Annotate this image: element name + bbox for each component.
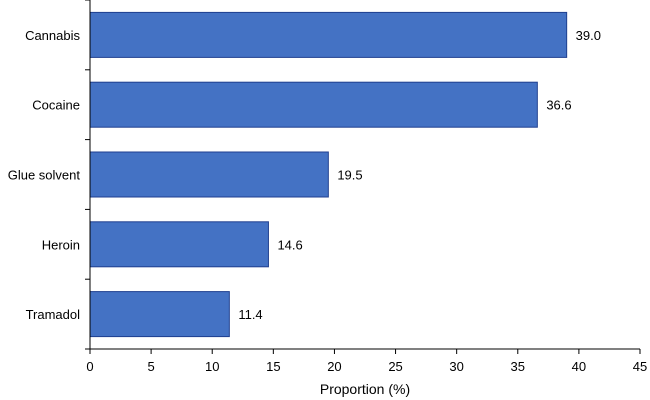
bar-glue-solvent (89, 151, 329, 198)
x-tick-label: 35 (511, 359, 525, 374)
x-tick-label: 15 (266, 359, 280, 374)
x-tick-label: 30 (449, 359, 463, 374)
category-label: Heroin (42, 237, 80, 252)
data-label: 14.6 (277, 237, 302, 252)
x-tick-label: 5 (147, 359, 154, 374)
bars (89, 11, 568, 338)
data-labels: 39.0 36.6 19.5 14.6 11.4 (238, 28, 601, 322)
bar-cannabis (89, 11, 568, 58)
x-axis-ticks: 0 5 10 15 20 25 30 35 40 45 (86, 349, 647, 374)
category-label: Cannabis (25, 28, 80, 43)
x-tick-label: 40 (572, 359, 586, 374)
data-label: 39.0 (576, 28, 601, 43)
x-axis-title: Proportion (%) (320, 381, 410, 397)
x-tick-label: 10 (205, 359, 219, 374)
bar-tramadol (89, 291, 230, 338)
category-labels: Cannabis Cocaine Glue solvent Heroin Tramado… (8, 28, 81, 322)
x-tick-label: 25 (388, 359, 402, 374)
y-axis-ticks (85, 0, 90, 350)
bar-cocaine (89, 81, 538, 128)
data-label: 36.6 (546, 98, 571, 113)
category-label: Glue solvent (8, 168, 81, 183)
data-label: 11.4 (238, 307, 262, 322)
category-label: Tramadol (26, 307, 81, 322)
data-label: 19.5 (337, 168, 362, 183)
x-tick-label: 20 (327, 359, 341, 374)
bar-heroin (89, 221, 269, 268)
category-label: Cocaine (32, 98, 80, 113)
x-tick-label: 45 (633, 359, 647, 374)
x-tick-label: 0 (86, 359, 93, 374)
